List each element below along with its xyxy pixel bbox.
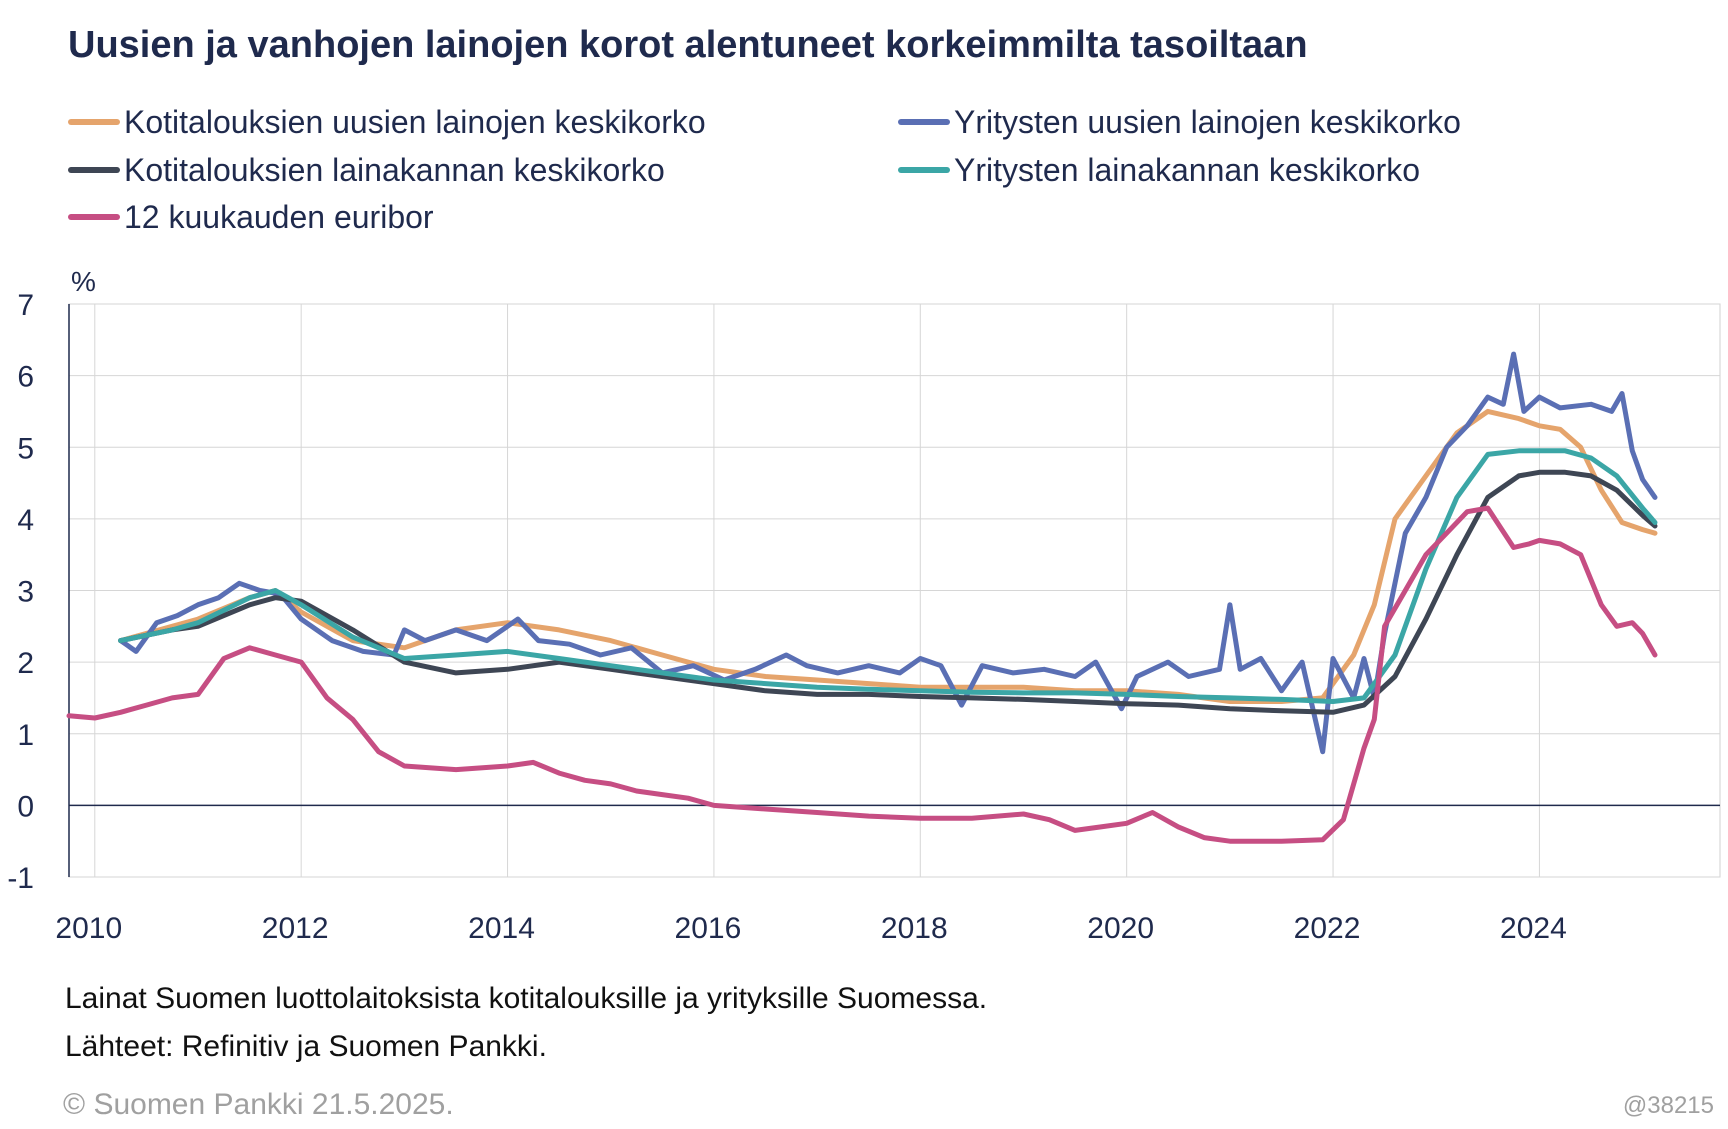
y-tick-label: 1: [17, 719, 34, 752]
x-tick-label: 2020: [1087, 912, 1154, 945]
y-tick-label: 7: [17, 289, 34, 322]
x-tick-label: 2014: [468, 912, 535, 945]
x-tick-label: 2024: [1500, 912, 1567, 945]
legend-label-households-new: Kotitalouksien uusien lainojen keskikork…: [124, 103, 706, 140]
y-tick-label: -1: [7, 862, 34, 895]
legend-swatch-households-stock: [68, 167, 120, 173]
y-axis-unit-label: %: [71, 266, 96, 297]
series-line-households-stock: [118, 469, 1658, 715]
legend-item-firms-stock: Yritysten lainakannan keskikorko: [898, 150, 1420, 190]
legend-swatch-euribor: [68, 214, 120, 220]
legend-item-firms-new: Yritysten uusien lainojen keskikorko: [898, 102, 1461, 142]
legend-swatch-firms-new: [898, 119, 950, 125]
footnote-loans: Lainat Suomen luottolaitoksista kotitalo…: [65, 982, 988, 1015]
legend-label-euribor: 12 kuukauden euribor: [124, 198, 434, 235]
legend-label-firms-stock: Yritysten lainakannan keskikorko: [954, 151, 1421, 188]
y-tick-label: 6: [17, 361, 34, 394]
x-tick-label: 2016: [675, 912, 742, 945]
x-tick-label: 2012: [262, 912, 329, 945]
legend-item-households-stock: Kotitalouksien lainakannan keskikorko: [68, 150, 665, 190]
y-tick-label: 4: [17, 504, 34, 537]
y-tick-label: 2: [17, 647, 34, 680]
series-line-firms-new: [118, 351, 1658, 755]
legend-label-households-stock: Kotitalouksien lainakannan keskikorko: [124, 151, 665, 188]
copyright-notice: © Suomen Pankki 21.5.2025.: [63, 1088, 454, 1121]
chart-title: Uusien ja vanhojen lainojen korot alentu…: [68, 24, 1308, 66]
series-line-euribor: [66, 505, 1658, 844]
line-chart: 7 6 5 4 3 2 1 0 -1 2010 2012 2014 2016 2018 2020 2022 20…: [7, 266, 1721, 945]
legend-item-euribor: 12 kuukauden euribor: [68, 197, 434, 237]
legend-item-households-new: Kotitalouksien uusien lainojen keskikork…: [68, 102, 706, 142]
series-line-firms-stock: [118, 448, 1658, 704]
legend-swatch-households-new: [68, 119, 120, 125]
legend-label-firms-new: Yritysten uusien lainojen keskikorko: [954, 103, 1461, 140]
x-tick-label: 2010: [55, 912, 122, 945]
y-tick-label: 0: [17, 790, 34, 823]
legend-swatch-firms-stock: [898, 167, 950, 173]
x-tick-label: 2022: [1294, 912, 1361, 945]
y-tick-label: 3: [17, 576, 34, 609]
chart-code: @38215: [1622, 1092, 1714, 1119]
x-tick-label: 2018: [881, 912, 948, 945]
y-tick-label: 5: [17, 432, 34, 465]
footnote-sources: Lähteet: Refinitiv ja Suomen Pankki.: [65, 1030, 547, 1063]
